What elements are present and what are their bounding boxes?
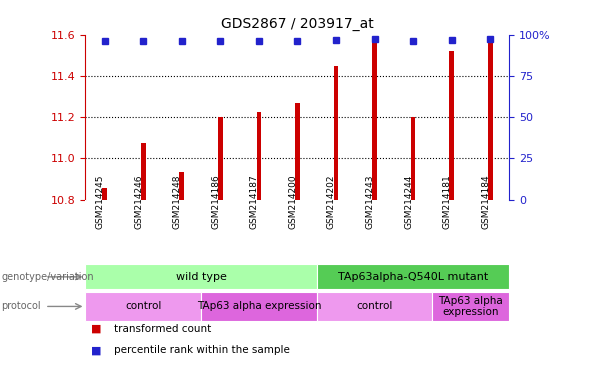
Bar	[180, 172, 184, 200]
Text: control: control	[125, 301, 161, 311]
Bar	[102, 188, 107, 200]
Text: GSM214248: GSM214248	[173, 174, 182, 229]
Text: protocol: protocol	[1, 301, 41, 311]
Bar	[201, 292, 317, 321]
Text: control: control	[356, 301, 393, 311]
Text: wild type: wild type	[176, 272, 227, 282]
Text: GSM214244: GSM214244	[404, 174, 413, 229]
Bar	[488, 40, 492, 200]
Text: GSM214184: GSM214184	[481, 174, 490, 229]
Text: GSM214186: GSM214186	[211, 174, 220, 229]
Bar	[257, 112, 261, 200]
Bar	[432, 292, 509, 321]
Text: percentile rank within the sample: percentile rank within the sample	[114, 345, 290, 355]
Text: GSM214243: GSM214243	[366, 174, 375, 229]
Bar	[449, 51, 454, 200]
Text: transformed count: transformed count	[114, 324, 211, 334]
Bar	[85, 265, 317, 289]
Text: ■: ■	[91, 324, 102, 334]
Text: TAp63 alpha expression: TAp63 alpha expression	[197, 301, 321, 311]
Bar	[85, 292, 201, 321]
Text: GSM214200: GSM214200	[289, 174, 297, 229]
Text: GSM214187: GSM214187	[250, 174, 259, 229]
Title: GDS2867 / 203917_at: GDS2867 / 203917_at	[221, 17, 374, 31]
Bar	[372, 42, 377, 200]
Text: genotype/variation: genotype/variation	[1, 272, 94, 282]
Text: TAp63alpha-Q540L mutant: TAp63alpha-Q540L mutant	[338, 272, 488, 282]
Text: GSM214246: GSM214246	[134, 174, 143, 229]
Bar	[218, 117, 223, 200]
Text: GSM214245: GSM214245	[95, 174, 105, 229]
Text: GSM214181: GSM214181	[443, 174, 452, 229]
Bar	[334, 66, 338, 200]
Text: GSM214202: GSM214202	[327, 174, 336, 229]
Bar	[317, 292, 432, 321]
Text: ■: ■	[91, 345, 102, 355]
Bar	[141, 143, 145, 200]
Bar	[295, 103, 300, 200]
Bar	[317, 265, 509, 289]
Bar	[411, 117, 415, 200]
Text: TAp63 alpha
expression: TAp63 alpha expression	[439, 296, 504, 317]
